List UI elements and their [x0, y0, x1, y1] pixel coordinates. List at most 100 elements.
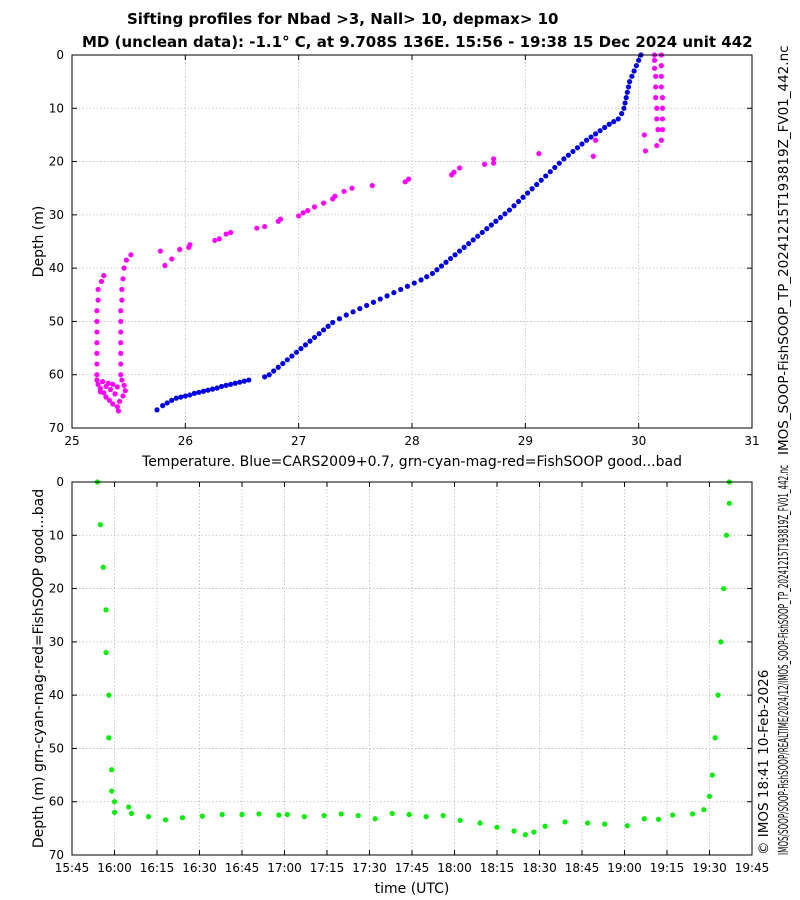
plot-frame-1: [71, 54, 753, 429]
data-point: [593, 137, 599, 143]
data-point: [723, 532, 730, 538]
bottom-plot-time-depth: 15:45 16:00 16:15 16:30 16:45 17:00 17:15 17:30…: [49, 475, 770, 875]
x-tick-label: 27: [291, 434, 306, 448]
data-point: [228, 229, 234, 236]
data-point: [404, 283, 411, 289]
series-1-0: [154, 52, 644, 413]
data-point: [122, 388, 128, 394]
data-point: [330, 196, 336, 202]
data-point: [321, 812, 327, 819]
data-point: [95, 297, 101, 303]
data-point: [275, 364, 281, 370]
data-point: [119, 286, 125, 293]
y-tick-label: 30: [49, 208, 64, 222]
data-point: [94, 318, 100, 325]
data-point: [103, 607, 109, 613]
data-point: [429, 270, 435, 277]
data-point: [511, 828, 517, 834]
data-point: [280, 360, 286, 367]
x-tick-label: 29: [518, 434, 533, 448]
data-point: [214, 385, 220, 391]
data-point: [343, 312, 349, 318]
data-point: [119, 377, 125, 383]
x-tick-label: 18:30: [522, 861, 557, 875]
data-point: [642, 148, 649, 154]
data-point: [538, 177, 544, 183]
data-point: [574, 145, 581, 151]
data-point: [534, 181, 540, 188]
data-point: [391, 290, 397, 296]
data-point: [709, 772, 715, 778]
data-point: [325, 323, 331, 329]
data-point: [654, 142, 660, 149]
data-point: [276, 812, 282, 818]
data-point: [111, 809, 118, 815]
data-point: [479, 229, 485, 236]
data-point: [200, 388, 207, 394]
data-point: [115, 408, 122, 414]
data-point: [284, 357, 290, 363]
data-point: [715, 692, 721, 698]
data-point: [182, 393, 188, 399]
data-point: [94, 361, 100, 367]
data-point: [434, 267, 440, 273]
data-point: [369, 182, 375, 189]
data-point: [239, 811, 245, 818]
data-point: [447, 255, 454, 262]
data-point: [406, 811, 412, 818]
y-tick-label: 10: [49, 101, 64, 115]
data-point: [457, 165, 463, 171]
data-point: [547, 169, 553, 175]
data-point: [484, 226, 490, 232]
data-point: [95, 381, 101, 387]
data-point: [615, 116, 621, 122]
data-point: [128, 810, 135, 817]
data-point: [423, 814, 429, 820]
data-point: [670, 812, 676, 818]
data-point: [97, 389, 103, 395]
data-point: [117, 398, 123, 404]
data-point: [721, 585, 727, 592]
data-point: [627, 79, 633, 85]
data-point: [651, 57, 658, 63]
data-point: [223, 231, 229, 237]
data-point: [658, 63, 664, 69]
data-point: [145, 814, 152, 820]
data-point: [275, 218, 281, 224]
data-point: [110, 381, 116, 387]
data-point: [624, 89, 630, 95]
data-point: [502, 211, 508, 217]
data-point: [701, 807, 707, 813]
data-point: [706, 793, 713, 799]
data-point: [355, 812, 361, 819]
data-point: [384, 293, 390, 299]
plot-frame-2: [71, 481, 753, 856]
data-point: [212, 237, 218, 244]
data-point: [597, 128, 603, 134]
data-point: [624, 823, 630, 829]
data-point: [187, 392, 193, 398]
y-tick-label: 20: [49, 582, 64, 596]
data-point: [562, 819, 568, 825]
data-point: [590, 153, 596, 159]
x-tick-label: 19:15: [650, 861, 685, 875]
data-point: [357, 306, 363, 312]
data-point: [101, 273, 107, 279]
data-point: [311, 204, 318, 210]
data-point: [658, 137, 664, 143]
data-point: [296, 213, 302, 219]
x-tick-label: 16:45: [225, 861, 260, 875]
data-point: [186, 244, 192, 250]
data-point: [120, 276, 126, 282]
y-tick-label: 60: [49, 795, 64, 809]
top-plot-xlabel: Temperature. Blue=CARS2009+0.7, grn-cyan…: [141, 454, 682, 470]
data-point: [653, 95, 659, 101]
data-point: [529, 186, 535, 192]
data-point: [94, 350, 100, 356]
data-point: [494, 824, 500, 830]
data-point: [659, 95, 666, 101]
data-point: [418, 277, 424, 283]
data-point: [636, 57, 642, 63]
y-tick-label: 60: [49, 368, 64, 382]
top-plot-temperature-depth: 25 26 27 28 29 30 31 0 10 20 30 40 50 60 70: [49, 48, 760, 448]
